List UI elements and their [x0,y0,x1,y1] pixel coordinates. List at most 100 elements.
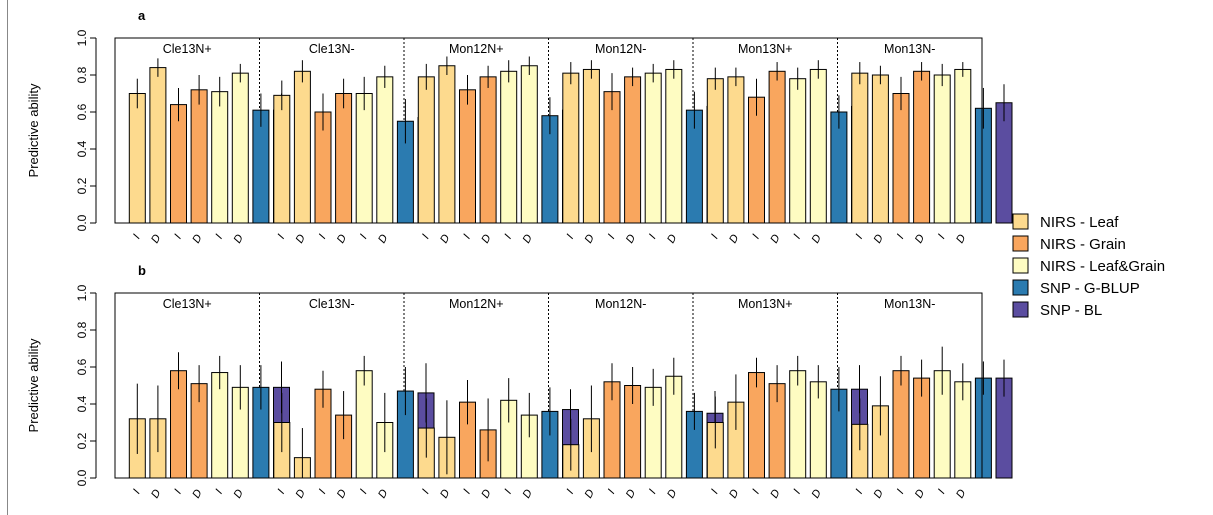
bar [355,370,373,479]
bar [748,372,765,479]
panel-letter: b [138,263,146,278]
bar-method-label: I [502,488,514,497]
bar-method-label: D [583,232,597,245]
y-tick-label: 0.6 [75,103,89,120]
bar-method-label: D [438,487,452,500]
legend-swatch [1012,257,1029,274]
bar [665,68,683,224]
y-tick-label: 0.0 [75,469,89,486]
bar [170,104,187,224]
group-label: Cle13N+ [163,42,212,56]
bar-method-label: D [376,232,390,245]
bar-method-label: D [768,487,782,500]
bar [644,72,662,224]
bar-method-label: D [954,487,968,500]
bar-method-label: D [727,232,741,245]
bar-method-label: D [913,487,927,500]
bar [190,89,208,224]
bar-method-label: D [624,232,638,245]
bar-method-label: D [479,487,493,500]
legend-swatch [1012,279,1029,296]
y-tick-label: 0.8 [75,66,89,83]
legend-swatch [1012,301,1029,318]
panel-letter: a [138,8,146,23]
bar-method-label: D [190,232,204,245]
bar-method-label: I [172,488,184,497]
group-label: Mon12N+ [449,297,504,311]
plot-frame [114,37,983,224]
bar-method-label: D [810,487,824,500]
bar-method-label: D [521,487,535,500]
bar [500,70,518,224]
group-label: Cle13N+ [163,297,212,311]
bar-method-label: I [936,233,948,242]
bar [479,76,497,224]
y-tick-label: 0.2 [75,432,89,449]
bar-method-label: D [913,232,927,245]
bar-method-label: I [606,488,618,497]
bar-method-label: I [564,488,576,497]
group-label: Mon13N- [884,42,935,56]
legend-swatch [1012,235,1029,252]
bar-method-label: I [853,488,865,497]
bar-method-label: I [317,488,329,497]
bar [273,94,291,224]
bar-method-label: I [131,233,143,242]
bar [603,91,621,224]
screenshot-left-border [7,0,8,515]
bar-method-label: I [936,488,948,497]
group-label: Mon13N- [884,297,935,311]
legend: NIRS - Leaf NIRS - Grain NIRS - Leaf&Grain… [1012,213,1165,319]
bar-method-label: D [294,487,308,500]
bar-method-label: D [376,487,390,500]
bar-method-label: I [895,488,907,497]
bar-method-label: D [335,487,349,500]
bar-method-label: I [358,233,370,242]
bar [149,67,167,224]
bar-method-label: D [954,232,968,245]
legend-item: NIRS - Leaf&Grain [1012,257,1165,275]
bar-method-label: D [624,487,638,500]
bar [335,93,353,224]
bar-method-label: I [709,488,721,497]
bar [459,89,476,224]
bar [809,68,827,224]
legend-swatch [1012,213,1029,230]
y-axis-title: Predictive ability [26,338,41,432]
y-tick-label: 0.8 [75,321,89,338]
bar-method-label: I [317,233,329,242]
bar-method-label: I [791,233,803,242]
bar-method-label: I [502,233,514,242]
panel-a: Cle13N+ Cle13N- Mon12N+ Mon12N- Mon13N+ Mon13… [26,8,1013,245]
group-label: Mon12N+ [449,42,504,56]
bar-method-label: D [294,232,308,245]
bar [706,78,724,224]
bar [851,72,869,224]
bar-method-label: I [895,233,907,242]
bar [727,76,745,224]
bar [128,93,146,224]
y-tick-label: 0.2 [75,177,89,194]
y-tick-label: 0.6 [75,358,89,375]
y-tick-label: 0.4 [75,140,89,157]
bar-method-label: D [727,487,741,500]
bar [892,370,910,479]
bar [438,65,456,224]
bar-method-label: I [275,233,287,242]
group-label: Cle13N- [309,42,355,56]
bar-method-label: I [172,233,184,242]
bar-method-label: D [872,487,886,500]
bar-method-label: D [521,232,535,245]
plot-frame [114,292,983,479]
bar [913,70,931,224]
legend-label: SNP - BL [1040,302,1102,319]
bar [355,93,373,224]
bar-method-label: D [768,232,782,245]
bar-method-label: I [213,233,225,242]
bar-method-label: D [479,232,493,245]
legend-item: NIRS - Leaf [1012,213,1119,231]
bar [789,78,807,224]
panel-b: Cle13N+ Cle13N- Mon12N+ Mon12N- Mon13N+ Mon13… [26,263,1013,500]
bar-method-label: I [461,488,473,497]
bar-method-label: D [810,232,824,245]
